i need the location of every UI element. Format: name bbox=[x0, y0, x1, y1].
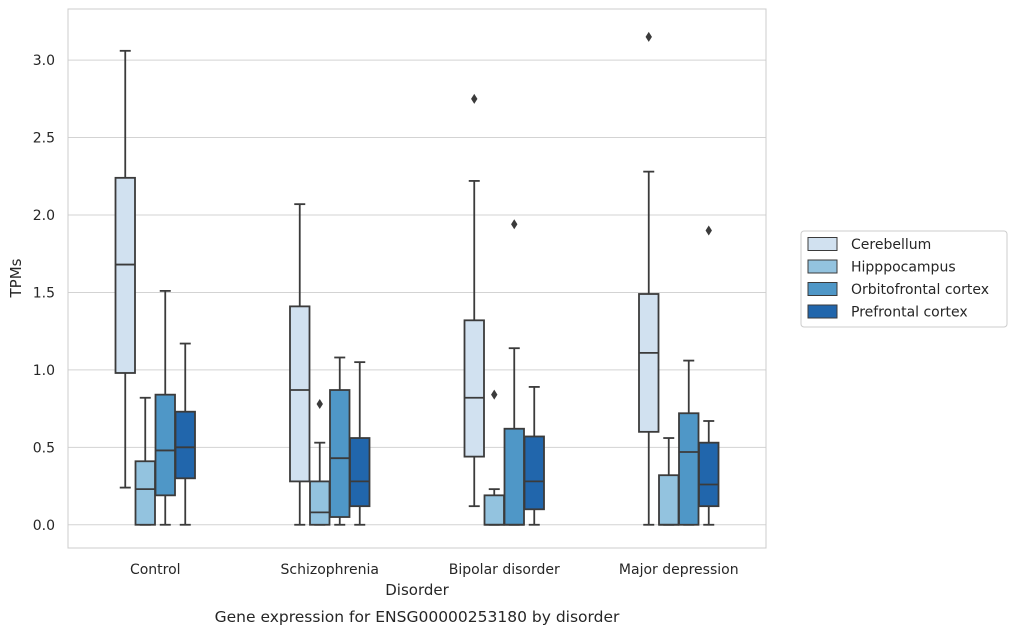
box-group bbox=[678, 359, 700, 526]
y-tick-label: 0.5 bbox=[33, 440, 55, 456]
y-tick-label: 3.0 bbox=[33, 53, 55, 69]
legend-label: Orbitofrontal cortex bbox=[851, 282, 989, 298]
y-tick-label: 1.5 bbox=[33, 285, 55, 301]
box-group bbox=[463, 93, 485, 508]
x-tick-labels: Control Schizophrenia Bipolar disorder Majo… bbox=[130, 562, 739, 578]
box-group bbox=[349, 361, 371, 526]
y-tick-label: 1.0 bbox=[33, 363, 55, 379]
box bbox=[503, 427, 525, 526]
box bbox=[463, 319, 485, 458]
box bbox=[483, 494, 505, 526]
legend: Cerebellum Hipppocampus Orbitofrontal cort… bbox=[800, 230, 1008, 328]
box-group bbox=[134, 396, 156, 526]
box-group bbox=[698, 225, 720, 526]
box-group bbox=[638, 31, 660, 526]
legend-label: Prefrontal cortex bbox=[851, 305, 968, 321]
box-group bbox=[329, 356, 351, 526]
y-tick-label: 0.0 bbox=[33, 518, 55, 534]
box-group bbox=[154, 289, 176, 526]
outlier-point bbox=[511, 219, 518, 230]
legend-label: Hipppocampus bbox=[851, 260, 956, 276]
box bbox=[329, 389, 351, 518]
plot-frame bbox=[67, 8, 767, 549]
x-tick-label: Control bbox=[130, 562, 181, 578]
box-group bbox=[503, 219, 525, 526]
outlier-point bbox=[316, 398, 323, 409]
box bbox=[523, 435, 545, 511]
outlier-point bbox=[491, 389, 498, 400]
box bbox=[174, 410, 196, 480]
box-group bbox=[309, 398, 331, 526]
box bbox=[698, 441, 720, 508]
box-group bbox=[114, 49, 136, 489]
box-group bbox=[658, 437, 680, 526]
box bbox=[638, 293, 660, 433]
legend-swatch bbox=[807, 259, 838, 274]
box bbox=[349, 437, 371, 508]
box-group bbox=[174, 342, 196, 526]
boxes bbox=[114, 31, 720, 526]
legend-box bbox=[800, 230, 1008, 328]
outlier-point bbox=[645, 31, 652, 42]
y-axis-title: TPMs bbox=[7, 258, 25, 298]
box bbox=[309, 480, 331, 526]
box bbox=[289, 305, 311, 483]
box-group bbox=[289, 203, 311, 526]
chart-caption: Gene expression for ENSG00000253180 by d… bbox=[215, 608, 620, 626]
box bbox=[134, 460, 156, 526]
x-tick-label: Major depression bbox=[619, 562, 739, 578]
legend-label: Cerebellum bbox=[851, 237, 931, 253]
legend-swatch bbox=[807, 237, 838, 251]
outlier-point bbox=[471, 93, 478, 104]
legend-swatch bbox=[807, 282, 838, 296]
box bbox=[678, 412, 700, 526]
x-tick-label: Schizophrenia bbox=[281, 562, 379, 578]
y-tick-label: 2.5 bbox=[33, 131, 55, 147]
x-axis-title: Disorder bbox=[385, 581, 449, 599]
y-tick-label: 2.0 bbox=[33, 208, 55, 224]
y-tick-labels: 0.0 0.5 1.0 1.5 2.0 2.5 3.0 bbox=[33, 53, 55, 534]
x-tick-label: Bipolar disorder bbox=[449, 562, 560, 578]
box-group bbox=[483, 389, 505, 526]
box bbox=[658, 474, 680, 526]
legend-swatch bbox=[807, 304, 838, 319]
box bbox=[114, 176, 136, 374]
box-group bbox=[523, 386, 545, 526]
outlier-point bbox=[705, 225, 712, 236]
box bbox=[154, 393, 176, 497]
